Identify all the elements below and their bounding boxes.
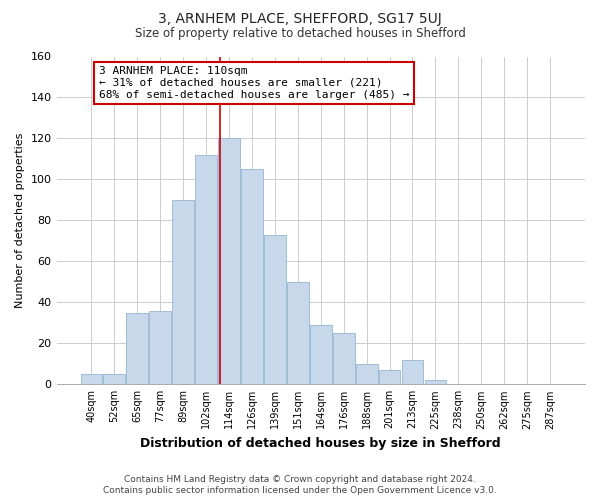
Bar: [379, 370, 400, 384]
Bar: [310, 325, 332, 384]
Bar: [356, 364, 377, 384]
Bar: [195, 155, 217, 384]
Text: Size of property relative to detached houses in Shefford: Size of property relative to detached ho…: [134, 28, 466, 40]
Bar: [264, 234, 286, 384]
Bar: [80, 374, 103, 384]
Bar: [425, 380, 446, 384]
Bar: [401, 360, 424, 384]
Text: 3, ARNHEM PLACE, SHEFFORD, SG17 5UJ: 3, ARNHEM PLACE, SHEFFORD, SG17 5UJ: [158, 12, 442, 26]
Bar: [172, 200, 194, 384]
Text: 3 ARNHEM PLACE: 110sqm
← 31% of detached houses are smaller (221)
68% of semi-de: 3 ARNHEM PLACE: 110sqm ← 31% of detached…: [99, 66, 409, 100]
Bar: [127, 312, 148, 384]
X-axis label: Distribution of detached houses by size in Shefford: Distribution of detached houses by size …: [140, 437, 501, 450]
Bar: [103, 374, 125, 384]
Text: Contains public sector information licensed under the Open Government Licence v3: Contains public sector information licen…: [103, 486, 497, 495]
Bar: [218, 138, 240, 384]
Bar: [333, 333, 355, 384]
Bar: [241, 169, 263, 384]
Y-axis label: Number of detached properties: Number of detached properties: [15, 132, 25, 308]
Bar: [149, 310, 171, 384]
Bar: [287, 282, 309, 384]
Text: Contains HM Land Registry data © Crown copyright and database right 2024.: Contains HM Land Registry data © Crown c…: [124, 475, 476, 484]
